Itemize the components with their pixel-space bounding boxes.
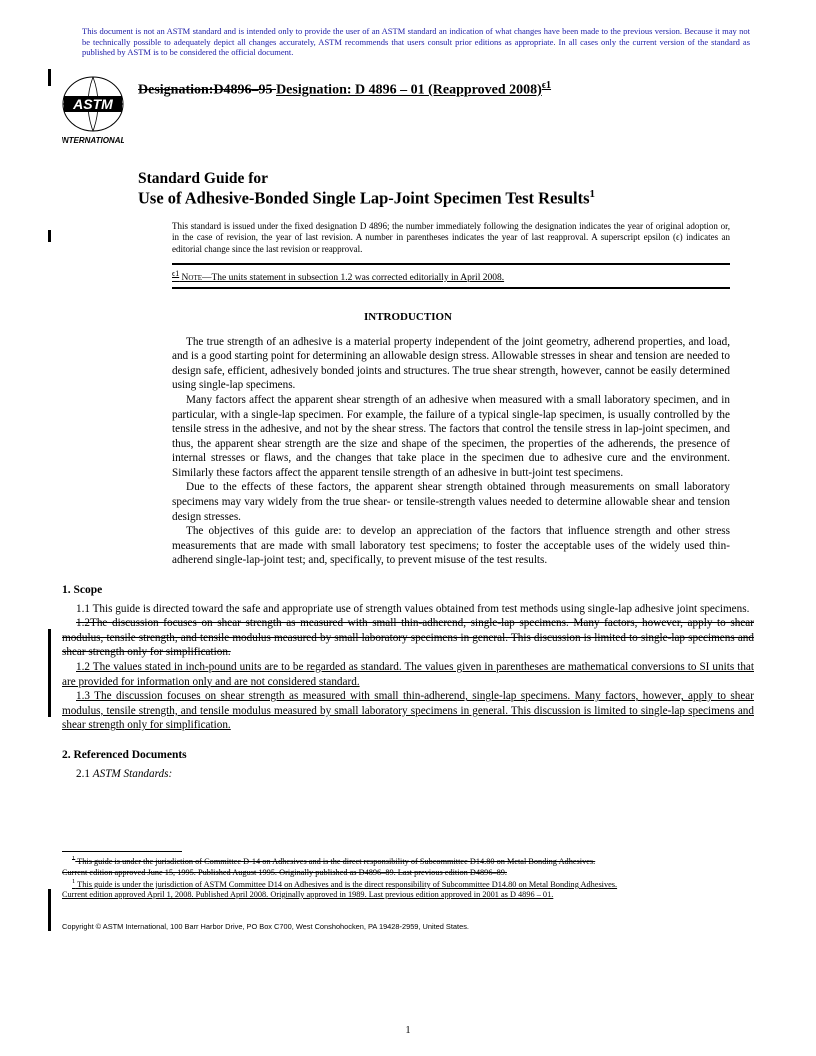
footnote-1-new-line2: Current edition approved April 1, 2008. … bbox=[62, 890, 754, 900]
introduction-body: The true strength of an adhesive is a ma… bbox=[172, 335, 730, 568]
page-number: 1 bbox=[0, 1025, 816, 1036]
issuance-note: This standard is issued under the fixed … bbox=[172, 221, 730, 255]
title-main: Use of Adhesive-Bonded Single Lap-Joint … bbox=[138, 188, 754, 209]
scope-1-2-struck: 1.2The discussion focuses on shear stren… bbox=[62, 616, 754, 660]
designation-old: Designation:D4896–95 bbox=[138, 83, 276, 98]
footnote-1-new: 1 This guide is under the jurisdiction o… bbox=[62, 878, 754, 890]
header-row: ASTM INTERNATIONAL Designation:D4896–95 … bbox=[62, 76, 754, 152]
refdocs-heading: 2. Referenced Documents bbox=[62, 749, 754, 761]
refdocs-2-1: 2.1 ASTM Standards: bbox=[62, 767, 754, 782]
change-bar bbox=[48, 889, 51, 931]
change-bar bbox=[48, 629, 51, 717]
copyright-text: Copyright © ASTM International, 100 Barr… bbox=[62, 922, 754, 931]
disclaimer-text: This document is not an ASTM standard an… bbox=[82, 26, 750, 58]
footnote-rule bbox=[62, 851, 182, 852]
scope-1-1: 1.1 This guide is directed toward the sa… bbox=[62, 602, 754, 617]
intro-paragraph: Due to the effects of these factors, the… bbox=[172, 480, 730, 524]
change-bar bbox=[48, 69, 51, 86]
title-guide: Standard Guide for bbox=[138, 170, 754, 188]
epsilon-note-wrap: ϵ1 Note—The units statement in subsectio… bbox=[172, 263, 730, 289]
introduction-heading: INTRODUCTION bbox=[62, 311, 754, 323]
designation: Designation:D4896–95 Designation: D 4896… bbox=[138, 80, 551, 99]
scope-heading: 1. Scope bbox=[62, 584, 754, 596]
epsilon-note: ϵ1 Note—The units statement in subsectio… bbox=[172, 273, 504, 283]
svg-text:INTERNATIONAL: INTERNATIONAL bbox=[62, 136, 124, 145]
designation-new: Designation: D 4896 – 01 (Reapproved 200… bbox=[276, 83, 542, 98]
intro-paragraph: The objectives of this guide are: to dev… bbox=[172, 524, 730, 568]
intro-paragraph: The true strength of an adhesive is a ma… bbox=[172, 335, 730, 393]
intro-paragraph: Many factors affect the apparent shear s… bbox=[172, 393, 730, 480]
designation-epsilon: ϵ1 bbox=[542, 80, 551, 91]
astm-logo: ASTM INTERNATIONAL bbox=[62, 76, 124, 152]
refdocs-body: 2.1 ASTM Standards: bbox=[62, 767, 754, 782]
scope-body: 1.1 This guide is directed toward the sa… bbox=[62, 602, 754, 733]
svg-text:ASTM: ASTM bbox=[72, 96, 113, 112]
scope-1-2-new: 1.2 The values stated in inch-pound unit… bbox=[62, 660, 754, 689]
title-block: Standard Guide for Use of Adhesive-Bonde… bbox=[138, 170, 754, 209]
scope-1-3-new: 1.3 The discussion focuses on shear stre… bbox=[62, 689, 754, 733]
footnote-1-struck: 1 This guide is under the jurisdiction o… bbox=[62, 855, 754, 867]
footnote-1-struck-line2: Current edition approved June 15, 1995. … bbox=[62, 868, 754, 878]
change-bar bbox=[48, 230, 51, 242]
